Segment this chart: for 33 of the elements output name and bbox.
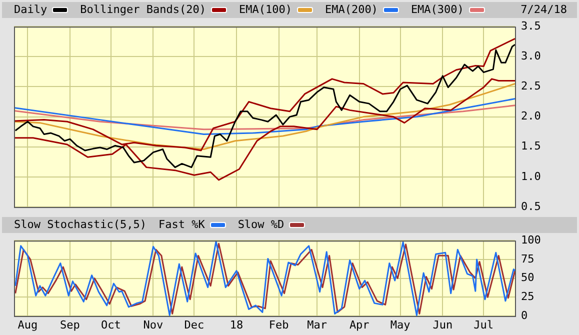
y-tick-label: 2.0 xyxy=(521,110,541,123)
y-tick-label: 0.5 xyxy=(521,200,541,213)
y-tick-label: 100 xyxy=(521,233,541,246)
y-tick-label: 1.0 xyxy=(521,170,541,183)
y-tick-label: 2.5 xyxy=(521,80,541,93)
x-tick-label: Sep xyxy=(60,318,80,332)
x-tick-label: Jun xyxy=(432,318,453,332)
x-tick-label: Apr xyxy=(349,318,370,332)
y-tick-label: 3.5 xyxy=(521,19,541,32)
legend-label: Daily xyxy=(14,3,48,16)
legend-label: Fast %K xyxy=(158,218,206,231)
legend-label: EMA(300) xyxy=(410,3,465,16)
y-tick-label: 75 xyxy=(521,252,534,266)
chart-title: Slow Stochastic(5,5) xyxy=(14,218,146,231)
legend-label: Slow %D xyxy=(238,218,286,231)
legend-label: EMA(100) xyxy=(238,3,293,16)
y-tick-label: 50 xyxy=(521,271,534,284)
x-tick-label: Mar xyxy=(307,318,328,332)
x-tick-label: Jul xyxy=(474,318,494,332)
y-tick-label: 0 xyxy=(521,308,528,322)
y-tick-label: 3.0 xyxy=(521,50,541,63)
x-tick-label: 18 xyxy=(230,318,244,332)
x-tick-label: Feb xyxy=(268,318,289,332)
text: 7/24/18 xyxy=(520,2,567,18)
x-tick-label: Oct xyxy=(100,318,121,332)
x-tick-label: Aug xyxy=(18,318,38,332)
y-tick-label: 1.5 xyxy=(521,140,541,153)
x-tick-label: Nov xyxy=(143,318,164,332)
legend-label: EMA(200) xyxy=(324,3,379,16)
y-tick-label: 25 xyxy=(521,290,534,304)
x-tick-label: May xyxy=(390,318,411,332)
legend-label: Bollinger Bands(20) xyxy=(80,3,207,16)
x-tick-label: Dec xyxy=(184,318,204,332)
